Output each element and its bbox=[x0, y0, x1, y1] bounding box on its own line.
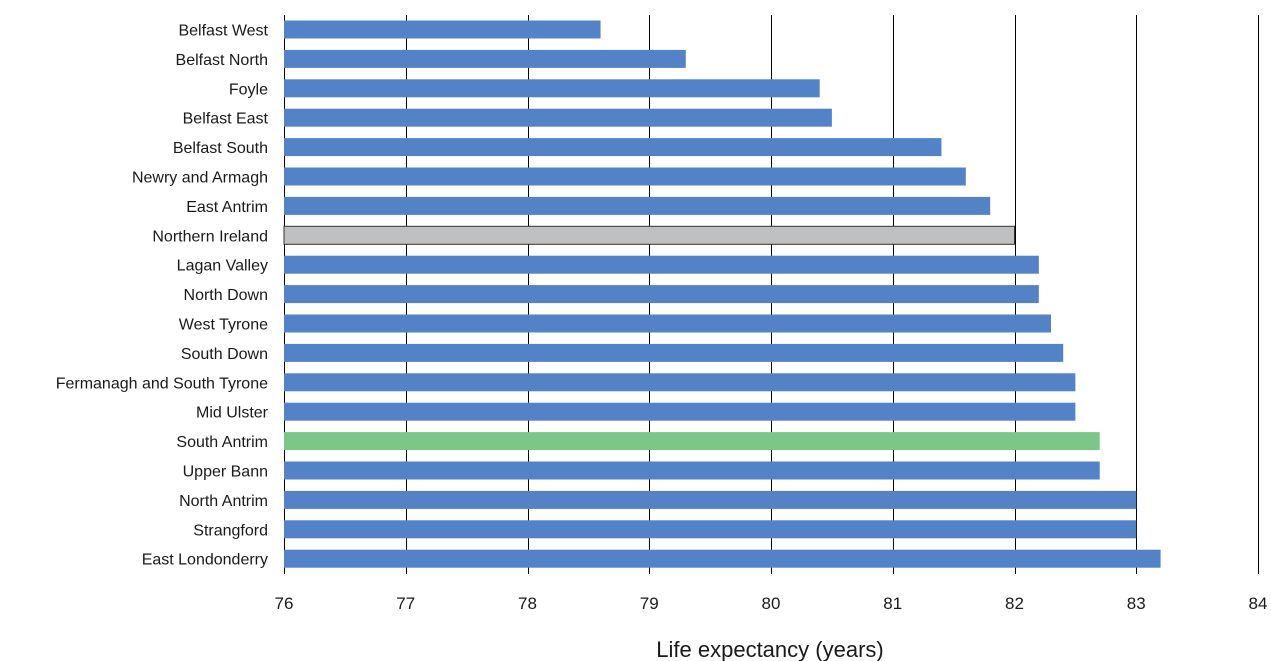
bar-belfast-east bbox=[284, 108, 832, 127]
x-tick-label: 81 bbox=[883, 594, 902, 613]
category-label: South Antrim bbox=[176, 434, 268, 451]
bar-newry-and-armagh bbox=[284, 167, 966, 186]
x-axis-title: Life expectancy (years) bbox=[656, 637, 883, 661]
category-label: Belfast North bbox=[176, 52, 268, 69]
bar-west-tyrone bbox=[284, 314, 1052, 333]
category-label: East Londonderry bbox=[142, 552, 268, 569]
x-tick-label: 82 bbox=[1005, 594, 1024, 613]
bars bbox=[283, 20, 1161, 568]
bar-east-londonderry bbox=[284, 549, 1161, 568]
category-label: Upper Bann bbox=[183, 464, 268, 481]
bar-belfast-south bbox=[284, 138, 942, 157]
category-label: North Antrim bbox=[179, 493, 268, 510]
category-label: Belfast East bbox=[183, 111, 269, 128]
category-label: Strangford bbox=[193, 522, 268, 539]
x-tick-label: 79 bbox=[640, 594, 659, 613]
bar-foyle bbox=[284, 79, 820, 98]
category-label: South Down bbox=[181, 346, 268, 363]
category-label: Belfast West bbox=[178, 23, 268, 40]
bar-east-antrim bbox=[284, 196, 991, 215]
bar-upper-bann bbox=[284, 461, 1100, 480]
bar-strangford bbox=[284, 520, 1137, 539]
bar-fermanagh-and-south-tyrone bbox=[284, 373, 1076, 392]
category-label: Mid Ulster bbox=[196, 405, 269, 422]
x-tick-label: 76 bbox=[275, 594, 294, 613]
category-label: Newry and Armagh bbox=[132, 170, 268, 187]
bar-northern-ireland bbox=[283, 225, 1015, 245]
category-label: East Antrim bbox=[186, 199, 268, 216]
x-tick-label: 77 bbox=[396, 594, 415, 613]
x-tick-label: 83 bbox=[1127, 594, 1146, 613]
x-tick-label: 84 bbox=[1249, 594, 1268, 613]
x-tick-labels: 76 77 78 79 80 81 82 83 84 bbox=[275, 594, 1268, 613]
bar-belfast-west bbox=[284, 20, 601, 39]
category-label: West Tyrone bbox=[179, 317, 268, 334]
bar-north-down bbox=[284, 285, 1039, 304]
bar-south-antrim bbox=[284, 432, 1100, 451]
bar-south-down bbox=[284, 343, 1064, 362]
x-tick-label: 78 bbox=[518, 594, 537, 613]
category-label: North Down bbox=[184, 287, 268, 304]
x-tick-label: 80 bbox=[762, 594, 781, 613]
bar-belfast-north bbox=[284, 49, 686, 68]
category-label: Belfast South bbox=[173, 140, 268, 157]
category-labels: Belfast West Belfast North Foyle Belfast Ea… bbox=[56, 23, 269, 569]
category-label: Lagan Valley bbox=[177, 258, 268, 275]
category-label: Northern Ireland bbox=[152, 228, 268, 245]
category-label: Fermanagh and South Tyrone bbox=[56, 375, 268, 392]
category-label: Foyle bbox=[229, 81, 268, 98]
bar-mid-ulster bbox=[284, 402, 1076, 421]
bar-lagan-valley bbox=[284, 255, 1039, 274]
bar-north-antrim bbox=[284, 490, 1137, 509]
